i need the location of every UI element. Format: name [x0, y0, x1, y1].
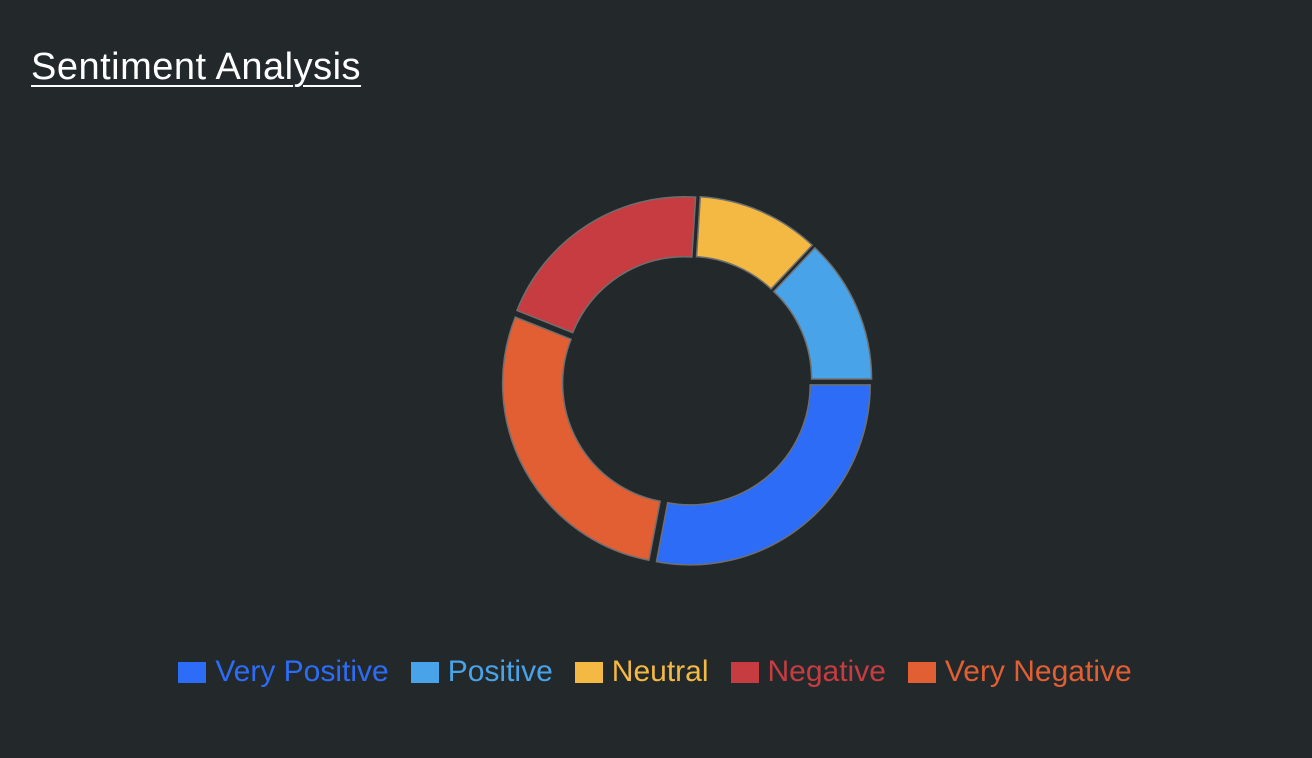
legend-item-positive[interactable]: Positive: [410, 652, 553, 692]
legend-label: Very Positive: [215, 655, 389, 688]
legend-label: Negative: [767, 655, 886, 688]
slice-negative[interactable]: [515, 196, 697, 334]
legend-swatch: [178, 661, 207, 683]
donut-slices: [501, 195, 873, 566]
slice-positive[interactable]: [772, 246, 873, 380]
slice-very-negative[interactable]: [501, 316, 662, 562]
legend-label: Very Negative: [944, 655, 1132, 688]
legend-swatch: [907, 661, 936, 683]
legend-item-neutral[interactable]: Neutral: [574, 652, 709, 692]
legend-swatch: [574, 661, 603, 683]
legend-swatch: [730, 661, 759, 683]
legend-label: Neutral: [611, 655, 709, 688]
slice-very-positive[interactable]: [655, 384, 871, 566]
chart-legend: Very Positive Positive Neutral Negative Very…: [0, 652, 1312, 692]
legend-label: Positive: [447, 655, 553, 688]
legend-item-negative[interactable]: Negative: [730, 652, 886, 692]
legend-item-very-positive[interactable]: Very Positive: [178, 652, 389, 692]
legend-swatch: [410, 661, 439, 683]
page-title: Sentiment Analysis: [31, 46, 362, 88]
slice-neutral[interactable]: [695, 195, 814, 290]
legend-item-very-negative[interactable]: Very Negative: [907, 652, 1132, 692]
